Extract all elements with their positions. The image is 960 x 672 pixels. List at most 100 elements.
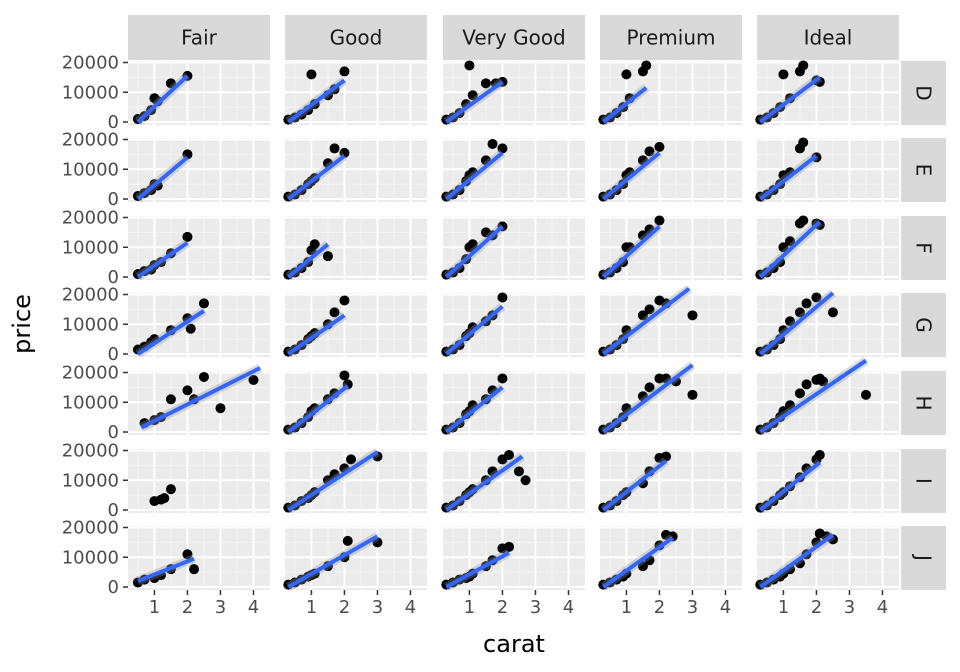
fit-line [287,534,379,589]
data-point [644,304,655,315]
panel-i-premium [598,449,742,514]
data-point [654,215,665,226]
fit-line [759,533,835,589]
data-point [165,394,176,405]
data-point [215,403,226,414]
fit-line [445,304,504,356]
panel-g-ideal [755,289,899,358]
fit-line [602,86,648,124]
y-axis-d: 0 10000 20000 [62,52,128,133]
x-tick-label: 2 [182,597,193,618]
fit-line [444,224,504,279]
panel-h-premium [598,361,742,436]
x-tick-label: 3 [372,597,383,618]
panel-h-ideal [755,356,899,436]
x-tick-label: 2 [497,597,508,618]
data-point [346,454,357,465]
row-strip-d [901,61,946,125]
data-point [637,310,648,321]
x-tick-label: 4 [720,597,731,618]
panel-g-fair [128,293,270,358]
x-tick-label: 1 [306,597,317,618]
fit-line [602,286,691,356]
column-strips: Fair Good Very Good Premium Ideal [128,15,899,60]
y-tick-label: 0 [108,112,119,133]
data-point [661,451,672,462]
data-point [827,307,838,318]
column-strip-label: Very Good [462,26,566,50]
data-point [487,138,498,149]
x-tick-label: 4 [877,597,888,618]
data-point [778,69,789,80]
y-tick-label: 20000 [62,207,119,228]
panel-e-very-good [441,138,585,203]
fit-line [136,241,189,279]
row-strip-label: J [912,553,936,561]
y-tick-label: 10000 [62,392,119,413]
x-tick-label: 4 [563,597,574,618]
panel-d-ideal [755,60,899,126]
x-tick-label: 1 [778,597,789,618]
y-tick-label: 20000 [62,284,119,305]
panel-h-very-good [441,371,585,436]
y-tick-label: 0 [108,344,119,365]
row-strip-j [901,526,946,590]
panel-g-very-good [441,292,585,358]
y-tick-label: 20000 [62,440,119,461]
data-point [778,242,789,253]
row-strip-h [901,371,946,435]
panel-f-fair [128,216,270,281]
fit-line [287,154,346,201]
y-axis-i: 0 10000 20000 [62,440,128,521]
data-point [189,564,200,575]
data-point [322,251,333,262]
y-tick-label: 0 [108,189,119,210]
data-point [339,66,350,77]
y-tick-label: 20000 [62,362,119,383]
panel-i-fair [128,449,270,513]
data-point [165,78,176,89]
panel-i-very-good [441,449,585,514]
data-point [644,146,655,157]
data-point [654,141,665,152]
fit-line [601,224,661,279]
y-tick-label: 10000 [62,159,119,180]
panel-j-ideal [755,526,899,591]
data-point [513,466,524,477]
y-tick-label: 20000 [62,52,119,73]
fit-line [759,460,821,512]
data-point [185,323,196,334]
x-axis-title: carat [483,630,545,658]
y-axis-e: 0 10000 20000 [62,129,128,210]
panel-f-premium [598,215,742,281]
data-point [182,549,193,560]
column-strip-fair [128,15,270,60]
data-point [342,535,353,546]
data-point [520,475,531,486]
y-tick-label: 0 [108,422,119,443]
fit-line [445,385,504,434]
data-point [497,143,508,154]
fit-line [287,450,379,512]
fit-line [287,242,330,279]
row-strip-g [901,293,946,357]
data-point [159,493,170,504]
data-point [785,316,796,327]
data-point [182,231,193,242]
data-point [801,298,812,309]
data-point [165,484,176,495]
panel-j-good [283,526,427,591]
y-tick-label: 10000 [62,314,119,335]
data-point [801,379,812,390]
fit-line [287,313,346,356]
data-point [644,382,655,393]
fit-line [759,358,868,434]
fit-line [287,384,349,434]
column-strip-label: Fair [181,26,217,50]
y-axes: 0100002000001000020000010000200000100002… [62,52,128,598]
y-tick-label: 0 [108,577,119,598]
y-tick-label: 10000 [62,82,119,103]
data-point [504,449,515,460]
fit-line [137,556,195,583]
